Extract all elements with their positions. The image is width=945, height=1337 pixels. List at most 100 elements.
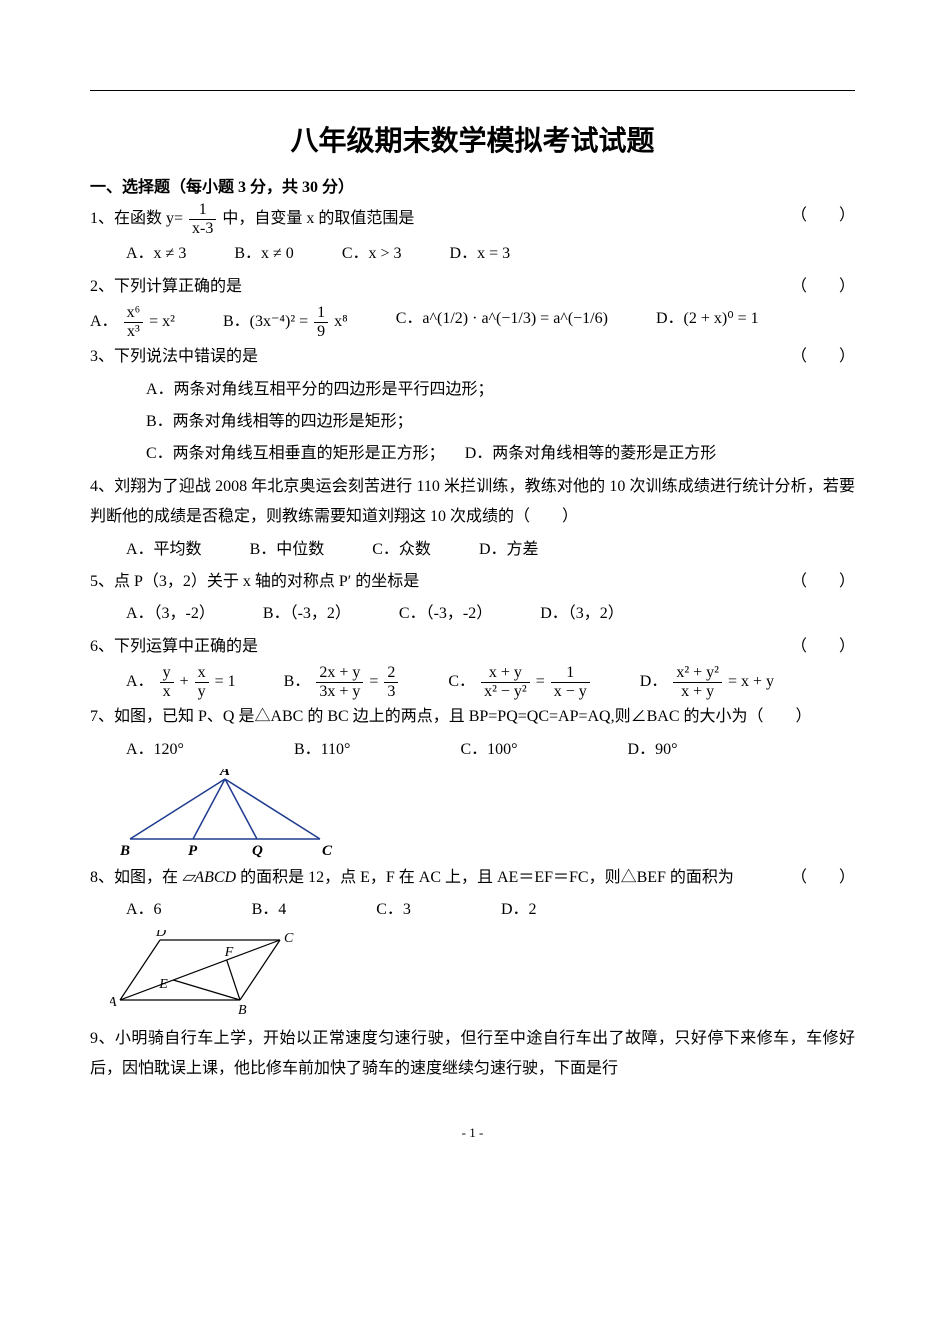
q9-stem: 9、小明骑自行车上学，开始以正常速度匀速行驶，但行至中途自行车出了故障，只好停下… xyxy=(90,1024,855,1085)
q5-opt-d: D．（3，2） xyxy=(540,599,624,629)
q5-opt-b: B．（-3，2） xyxy=(263,599,351,629)
q3-opt-a: A．两条对角线互相平分的四边形是平行四边形； xyxy=(90,375,855,405)
svg-text:F: F xyxy=(224,945,234,960)
q2-b-pre: B．(3x⁻⁴)² = xyxy=(223,313,312,330)
q4-stem: 4、刘翔为了迎战 2008 年北京奥运会刻苦进行 110 米拦训练，教练对他的 … xyxy=(90,472,855,533)
q6-opt-d: D． x² + y²x + y = x + y xyxy=(640,664,774,700)
q6-b-pre: B． xyxy=(284,673,311,690)
page: 八年级期末数学模拟考试试题 一、选择题（每小题 3 分，共 30 分） 1、在函… xyxy=(0,0,945,1181)
q2-options: A． x⁶ x³ = x² B．(3x⁻⁴)² = 1 9 x⁸ C．a^(1/… xyxy=(90,304,855,340)
q8-stem: 8、如图，在 ▱ABCD 的面积是 12，点 E，F 在 AC 上，且 AE＝E… xyxy=(90,863,855,893)
q2-opt-b: B．(3x⁻⁴)² = 1 9 x⁸ xyxy=(223,304,348,340)
q8-stem-pre: 8、如图，在 xyxy=(90,869,178,886)
q7-opt-b: B．110° xyxy=(294,735,350,765)
q2-opt-c: C．a^(1/2) · a^(−1/3) = a^(−1/6) xyxy=(396,304,608,340)
q6-d-f1d: x + y xyxy=(673,683,722,701)
q7-opt-a: A．120° xyxy=(126,735,184,765)
svg-text:C: C xyxy=(284,931,294,946)
q6-c-pre: C． xyxy=(448,673,475,690)
q1-stem: 1、在函数 y= 1 x-3 中，自变量 x 的取值范围是 （ ） xyxy=(90,201,855,237)
q6-options: A． yx + xy = 1 B． 2x + y3x + y = 23 C． x… xyxy=(90,664,855,700)
q6-a-f1d: x xyxy=(160,683,174,701)
q6-a-pre: A． xyxy=(126,673,154,690)
q8-figure: ABCDEF xyxy=(110,930,300,1020)
q2-a-pre: A． xyxy=(90,313,118,330)
q2-opt-d: D．(2 + x)⁰ = 1 xyxy=(656,304,759,340)
svg-text:B: B xyxy=(238,1003,247,1018)
q6-c-f1d: x² − y² xyxy=(481,683,530,701)
q6-opt-a: A． yx + xy = 1 xyxy=(126,664,236,700)
q6-a-f2n: x xyxy=(195,664,209,683)
q3-opt-d: D．两条对角线相等的菱形是正方形 xyxy=(465,445,717,462)
q3-opt-c: C．两条对角线互相垂直的矩形是正方形； xyxy=(146,445,445,462)
q6-a-f1n: y xyxy=(160,664,174,683)
q1-frac-den: x-3 xyxy=(189,220,216,238)
q6-b-f2d: 3 xyxy=(384,683,398,701)
q6-d-eq: = x + y xyxy=(728,673,774,690)
q8-opt-d: D．2 xyxy=(501,895,537,925)
q7-options: A．120° B．110° C．100° D．90° xyxy=(90,735,855,765)
q7-opt-c: C．100° xyxy=(460,735,517,765)
q2-stem: 2、下列计算正确的是 （ ） xyxy=(90,272,855,302)
q1-paren: （ ） xyxy=(791,201,855,231)
q4-options: A．平均数 B．中位数 C．众数 D．方差 xyxy=(90,535,855,565)
q6-b-f2n: 2 xyxy=(384,664,398,683)
q3-opt-cd: C．两条对角线互相垂直的矩形是正方形； D．两条对角线相等的菱形是正方形 xyxy=(90,439,855,469)
q7-stem: 7、如图，已知 P、Q 是△ABC 的 BC 边上的两点，且 BP=PQ=QC=… xyxy=(90,702,855,732)
svg-text:A: A xyxy=(110,995,117,1010)
exam-title: 八年级期末数学模拟考试试题 xyxy=(90,119,855,159)
q5-opt-a: A．（3，-2） xyxy=(126,599,215,629)
q1-frac-num: 1 xyxy=(189,201,216,220)
q6-stem-text: 6、下列运算中正确的是 xyxy=(90,638,258,655)
q1-opt-d: D．x = 3 xyxy=(450,239,511,269)
q6-stem: 6、下列运算中正确的是 （ ） xyxy=(90,632,855,662)
q6-b-eq: = xyxy=(369,673,382,690)
q1-options: A．x ≠ 3 B．x ≠ 0 C．x > 3 D．x = 3 xyxy=(90,239,855,269)
q6-c-f2d: x − y xyxy=(551,683,590,701)
svg-text:P: P xyxy=(188,843,198,859)
q2-b-den: 9 xyxy=(314,323,328,341)
q6-a-f2d: y xyxy=(195,683,209,701)
svg-text:E: E xyxy=(158,977,168,992)
q8-options: A．6 B．4 C．3 D．2 xyxy=(90,895,855,925)
q2-b-num: 1 xyxy=(314,304,328,323)
q1-opt-c: C．x > 3 xyxy=(342,239,402,269)
svg-text:C: C xyxy=(322,843,333,859)
q6-d-f1n: x² + y² xyxy=(673,664,722,683)
q6-a-plus: + xyxy=(180,673,193,690)
q2-opt-a: A． x⁶ x³ = x² xyxy=(90,304,175,340)
q8-stem-mid: ▱ABCD xyxy=(182,869,236,886)
q2-a-num: x⁶ xyxy=(124,304,144,323)
q2-a-frac: x⁶ x³ xyxy=(124,304,144,340)
q6-paren: （ ） xyxy=(791,632,855,662)
q3-opt-b: B．两条对角线相等的四边形是矩形； xyxy=(90,407,855,437)
q1-opt-a: A．x ≠ 3 xyxy=(126,239,186,269)
q4-opt-c: C．众数 xyxy=(372,535,431,565)
q8-opt-a: A．6 xyxy=(126,895,162,925)
q4-opt-d: D．方差 xyxy=(479,535,539,565)
q8-paren: （ ） xyxy=(791,863,855,893)
section-1-heading: 一、选择题（每小题 3 分，共 30 分） xyxy=(90,173,855,197)
q1-fraction: 1 x-3 xyxy=(189,201,216,237)
q8-opt-b: B．4 xyxy=(252,895,287,925)
q2-stem-text: 2、下列计算正确的是 xyxy=(90,278,242,295)
q1-opt-b: B．x ≠ 0 xyxy=(234,239,293,269)
q5-options: A．（3，-2） B．（-3，2） C．（-3，-2） D．（3，2） xyxy=(90,599,855,629)
q2-paren: （ ） xyxy=(791,272,855,302)
q4-opt-a: A．平均数 xyxy=(126,535,202,565)
page-footer: - 1 - xyxy=(90,1125,855,1141)
q5-paren: （ ） xyxy=(791,567,855,597)
q1-stem-pre: 1、在函数 y= xyxy=(90,210,183,227)
q2-b-post: x⁸ xyxy=(334,313,348,330)
q3-stem: 3、下列说法中错误的是 （ ） xyxy=(90,342,855,372)
top-rule xyxy=(90,90,855,91)
q5-stem: 5、点 P（3，2）关于 x 轴的对称点 P′ 的坐标是 （ ） xyxy=(90,567,855,597)
q8-stem-post: 的面积是 12，点 E，F 在 AC 上，且 AE＝EF＝FC，则△BEF 的面… xyxy=(240,869,734,886)
q6-opt-b: B． 2x + y3x + y = 23 xyxy=(284,664,401,700)
q7-opt-d: D．90° xyxy=(628,735,678,765)
q6-b-f1n: 2x + y xyxy=(316,664,363,683)
q2-a-post: = x² xyxy=(149,313,175,330)
q7-figure: ABPQC xyxy=(110,769,340,859)
q3-paren: （ ） xyxy=(791,342,855,372)
q6-c-f1n: x + y xyxy=(481,664,530,683)
